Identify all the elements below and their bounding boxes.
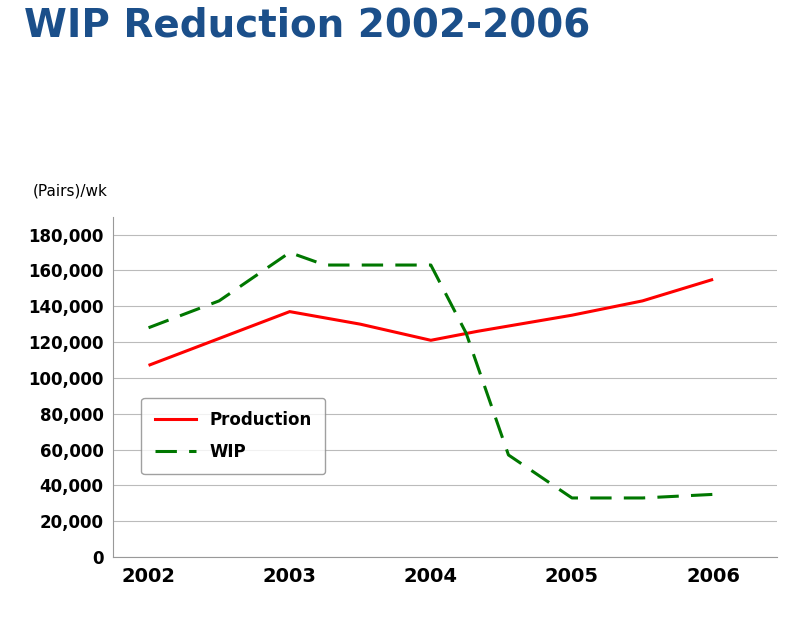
Legend: Production, WIP: Production, WIP xyxy=(142,398,325,474)
Text: (Pairs)/wk: (Pairs)/wk xyxy=(32,183,108,198)
Text: WIP Reduction 2002-2006: WIP Reduction 2002-2006 xyxy=(24,6,591,44)
